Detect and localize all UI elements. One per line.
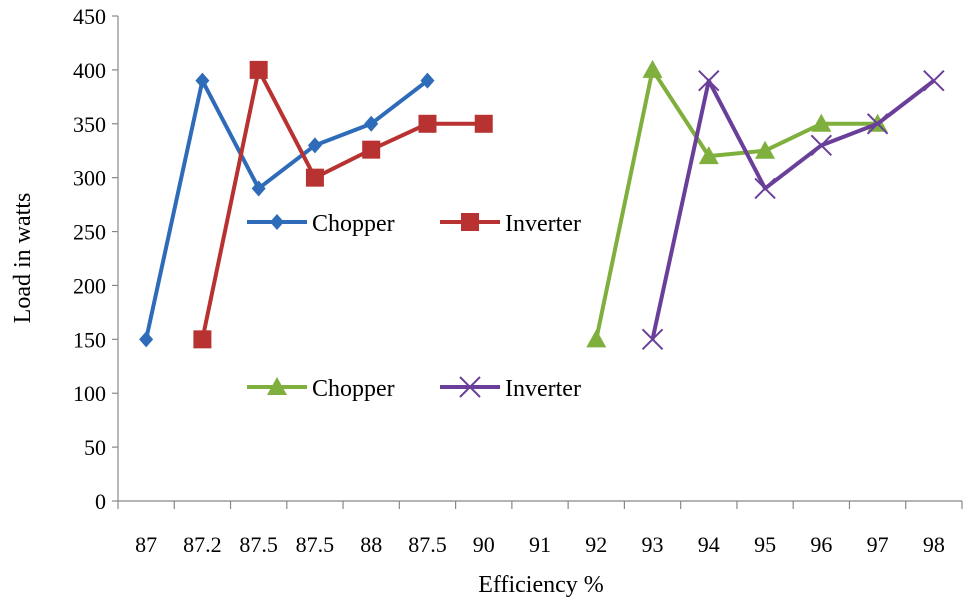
data-point [139,331,154,348]
data-point [251,180,266,197]
data-point [195,72,210,89]
data-point [307,137,322,154]
legend-layer: Chopper Inverter Chopper Inverter [247,211,581,402]
data-point [698,69,720,92]
data-point [866,113,889,135]
x-tick-label: 87.5 [408,532,447,557]
legend-label: Inverter [505,376,581,402]
marker-stroke [641,328,664,351]
data-point [923,69,945,92]
data-point [474,114,493,133]
x-tick-label: 94 [698,532,720,557]
y-tick-label: 50 [84,435,106,460]
data-point [420,72,435,89]
data-point [642,59,663,78]
y-tick-label: 100 [73,381,106,406]
series-line [144,78,429,340]
axes: 0 50 100 150 200 250 300 350 400 450 87 87.2 87.5 87.… [73,4,963,557]
data-point [364,115,379,132]
series-line [650,78,936,340]
y-tick-label: 150 [73,327,106,352]
y-tick-label: 250 [73,220,106,245]
x-tick-label: 91 [529,532,551,557]
x-tick-label: 93 [642,532,664,557]
y-tick-label: 350 [73,112,106,137]
series-line [594,67,878,340]
y-tick-label: 300 [73,166,106,191]
x-tick-label: 87.5 [239,532,278,557]
legend-marker [461,213,479,231]
marker-stroke [754,177,776,200]
legend-item: Inverter [440,376,581,402]
y-tick-label: 400 [73,58,106,83]
data-point [698,146,719,165]
data-point [755,140,776,159]
series-1 [139,72,435,348]
x-tick-label: 87.5 [296,532,335,557]
data-point [193,330,212,349]
legend-1: Chopper Inverter [247,211,581,237]
x-tick-label: 96 [810,532,832,557]
series-3 [586,59,888,348]
series-line [200,67,484,340]
marker-stroke [810,134,833,157]
x-tick-label: 88 [360,532,382,557]
x-tick-label: 87 [135,532,157,557]
y-tick-label: 200 [73,273,106,298]
series-layer [139,59,945,351]
legend-marker [270,214,284,230]
legend-item: Chopper [247,376,395,402]
legend-label: Inverter [505,211,581,237]
marker-stroke [459,376,481,398]
x-tick-label: 90 [473,532,495,557]
x-tick-label: 92 [585,532,607,557]
data-point [362,140,381,159]
x-tick-label: 98 [923,532,945,557]
x-tick-label: 97 [867,532,889,557]
y-axis-title: Load in watts [10,193,36,324]
legend-item: Inverter [440,211,581,237]
legend-2: Chopper Inverter [247,376,581,402]
data-point [641,328,664,351]
marker-stroke [923,69,945,92]
marker-stroke [866,113,889,135]
legend-marker [267,377,287,395]
data-point [586,329,607,348]
x-tick-label: 87.2 [183,532,222,557]
data-point [811,113,832,132]
marker-stroke [698,69,720,92]
data-point [249,60,268,79]
data-point [305,168,324,187]
data-point [754,177,776,200]
y-tick-label: 0 [95,489,106,514]
legend-marker [459,376,481,398]
series-2 [193,60,493,349]
x-axis-title: Efficiency % [478,572,604,598]
y-tick-label: 450 [73,4,106,29]
data-point [810,134,833,157]
x-tick-label: 95 [754,532,776,557]
legend-label: Chopper [312,376,395,402]
data-point [418,114,437,133]
legend-item: Chopper [247,211,395,237]
series-4 [641,69,945,351]
legend-label: Chopper [312,211,395,237]
